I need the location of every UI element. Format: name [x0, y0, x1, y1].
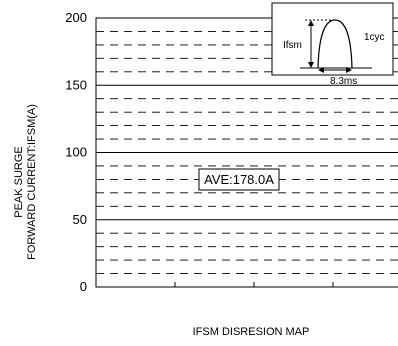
inset-ifsm-arrow-down — [308, 62, 314, 68]
inset-period-arrow-right — [346, 67, 352, 73]
y-axis-label-line-2: FORWARD CURRENT:IFSM(A) — [26, 104, 38, 260]
inset-period-arrow-left — [318, 67, 324, 73]
x-ticks — [174, 282, 334, 287]
surge-waveform-inset: Ifsm 1cyc 8.3ms — [271, 2, 394, 87]
inset-ifsm-label: Ifsm — [283, 40, 302, 51]
average-annotation: AVE:178.0A — [198, 168, 280, 191]
y-axis-label-line-1: PEAK SURGE — [13, 146, 25, 218]
average-annotation-box — [198, 168, 280, 191]
y-tick-label: 150 — [65, 77, 87, 92]
y-tick-label: 100 — [65, 145, 87, 160]
average-annotation-text: AVE:178.0A — [204, 172, 274, 187]
x-axis-label: IFSM DISRESION MAP — [193, 326, 310, 338]
major-grid — [96, 84, 398, 221]
y-tick-label: 200 — [65, 10, 87, 25]
plot-frame — [95, 17, 398, 288]
y-tick-label: 0 — [80, 279, 87, 294]
inset-cycle-label: 1cyc — [364, 32, 385, 43]
inset-box — [271, 2, 394, 76]
inset-time-label: 8.3ms — [330, 76, 357, 87]
y-axis-label: PEAK SURGE FORWARD CURRENT:IFSM(A) — [13, 104, 38, 260]
inset-ifsm-arrow-up — [308, 20, 314, 26]
y-tick-labels: 0 50 100 150 200 — [65, 10, 87, 294]
y-tick-label: 50 — [73, 212, 87, 227]
